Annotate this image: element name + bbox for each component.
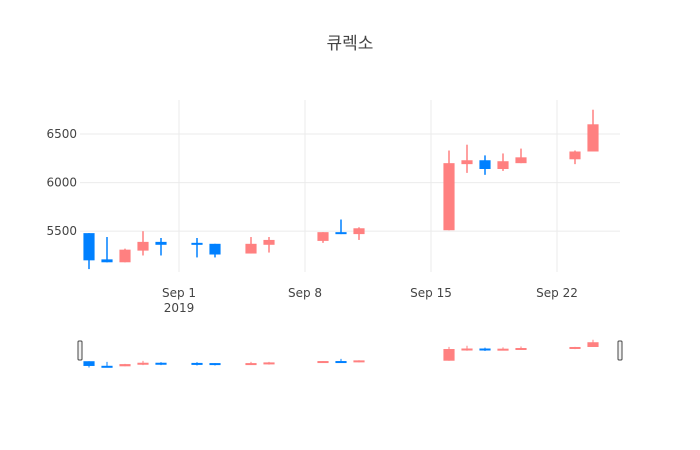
x-tick-label: Sep 15 (410, 286, 452, 300)
candle (245, 237, 257, 254)
x-tick-year-label: 2019 (164, 301, 195, 315)
candle (461, 144, 473, 173)
candle (209, 243, 221, 258)
slider-candle (443, 346, 455, 361)
slider-candle (317, 361, 329, 364)
slider-candle-body (569, 346, 581, 349)
candle-body (137, 241, 149, 251)
candle-body (209, 243, 221, 255)
candle-body (587, 124, 599, 152)
slider-candle (119, 363, 131, 367)
slider-candle (83, 361, 95, 368)
range-slider[interactable] (77, 339, 623, 368)
candle-body (479, 160, 491, 169)
candle (155, 237, 167, 256)
candle (119, 248, 131, 263)
candle-body (119, 249, 131, 263)
slider-candle-body (263, 362, 275, 365)
candle (137, 231, 149, 256)
x-tick-label: Sep 1 (162, 286, 196, 300)
slider-candle (479, 347, 491, 352)
candle-body (101, 259, 113, 263)
slider-candle-body (497, 348, 509, 351)
candle (569, 150, 581, 165)
candle-body (443, 163, 455, 231)
range-slider-left-handle[interactable] (77, 340, 83, 361)
slider-candle (335, 358, 347, 364)
chart-title: 큐렉소 (327, 34, 374, 54)
slider-candle-body (353, 360, 365, 363)
candle-body (569, 151, 581, 160)
candle (263, 237, 275, 253)
candle (479, 155, 491, 175)
slider-candle-body (101, 365, 113, 368)
x-tick-label: Sep 8 (288, 286, 322, 300)
slider-candle-body (515, 348, 527, 350)
slider-candle (245, 361, 257, 366)
candle (443, 150, 455, 231)
candle-body (245, 243, 257, 254)
candle-body (335, 232, 347, 235)
slider-candle-body (137, 362, 149, 365)
y-axis: 5500 6000 6500 (46, 127, 77, 238)
candle (515, 148, 527, 164)
slider-candle (515, 346, 527, 350)
slider-candle (263, 361, 275, 365)
slider-candle-body (245, 363, 257, 366)
slider-candle (461, 345, 473, 351)
slider-candle-body (443, 349, 455, 361)
y-tick-label: 6000 (46, 176, 77, 190)
candle-body (515, 157, 527, 164)
candle-body (155, 241, 167, 245)
x-tick-label: Sep 22 (536, 286, 578, 300)
range-slider-right-handle[interactable] (617, 340, 623, 361)
slider-candle (155, 362, 167, 366)
candle-body (317, 232, 329, 241)
candle (191, 237, 203, 258)
slider-candle (569, 346, 581, 350)
candle (353, 227, 365, 240)
slider-candle (101, 361, 113, 368)
candles[interactable] (83, 109, 599, 270)
candle (317, 232, 329, 243)
y-tick-label: 5500 (46, 224, 77, 238)
slider-candle-body (317, 361, 329, 364)
slider-candle (209, 363, 221, 366)
slider-candle (587, 339, 599, 347)
candle (83, 233, 95, 270)
grid (80, 100, 620, 272)
candle-body (263, 239, 275, 245)
candle-body (497, 161, 509, 169)
candle-body (353, 228, 365, 235)
slider-candle (353, 360, 365, 363)
candle (587, 109, 599, 152)
slider-candle-body (155, 362, 167, 365)
slider-candle-body (587, 342, 599, 347)
candle (335, 219, 347, 235)
slider-candle (191, 362, 203, 366)
candle (101, 237, 113, 263)
slider-candle-body (209, 363, 221, 366)
candle-body (191, 242, 203, 245)
slider-candle-body (191, 362, 203, 365)
slider-candle-body (83, 361, 95, 366)
slider-candle (137, 360, 149, 366)
slider-candle-body (335, 361, 347, 364)
candle (497, 153, 509, 171)
y-tick-label: 6500 (46, 127, 77, 141)
slider-candle-body (119, 364, 131, 367)
slider-candle (497, 347, 509, 351)
candle-body (83, 233, 95, 261)
slider-candle-body (461, 348, 473, 351)
candle-body (461, 160, 473, 165)
slider-candle-body (479, 348, 491, 351)
